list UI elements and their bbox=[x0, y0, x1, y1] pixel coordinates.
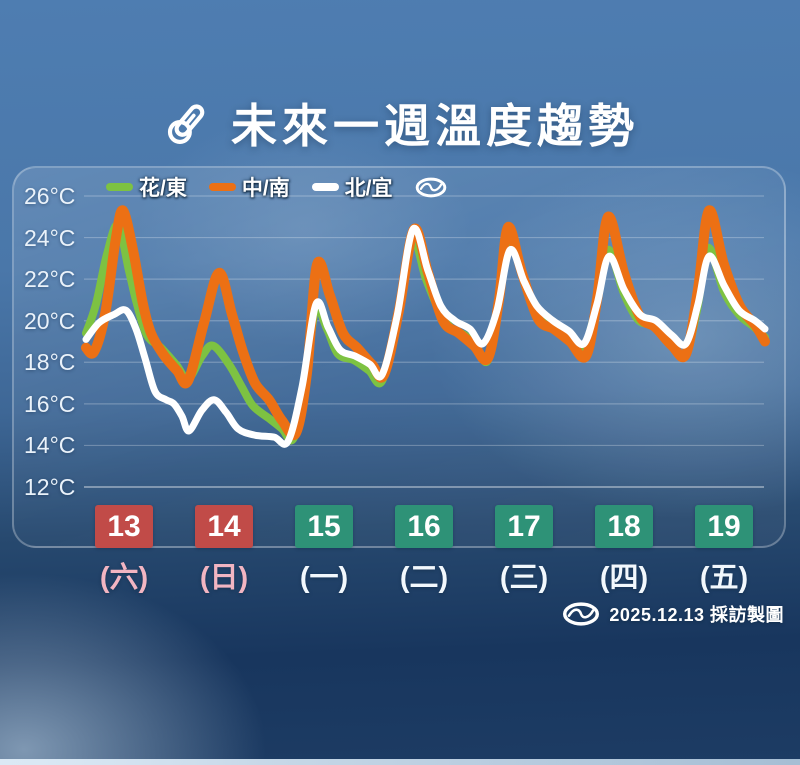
bottom-light-strip bbox=[0, 759, 800, 765]
date-box: 18 bbox=[595, 505, 653, 548]
legend-item: 中/南 bbox=[208, 172, 290, 202]
weekday-label: (三) bbox=[499, 562, 549, 594]
weekday-label: (日) bbox=[199, 562, 249, 594]
legend-label: 北/宜 bbox=[344, 177, 393, 200]
date-box: 14 bbox=[195, 505, 253, 548]
credit-text: 2025.12.13 採訪製圖 bbox=[609, 605, 784, 625]
y-axis-label: 16°C bbox=[24, 390, 76, 417]
y-axis-label: 20°C bbox=[24, 307, 76, 334]
y-axis-label: 18°C bbox=[24, 349, 76, 376]
header: 未來一週溫度趨勢 bbox=[0, 90, 800, 156]
legend-items: 花/東 中/南 北/宜 bbox=[106, 172, 393, 202]
legend-swatch bbox=[311, 183, 339, 191]
y-axis-label: 14°C bbox=[24, 432, 76, 459]
y-axis-label: 26°C bbox=[24, 183, 76, 209]
legend-label: 中/南 bbox=[241, 177, 290, 200]
date-box: 19 bbox=[695, 505, 753, 548]
page-title: 未來一週溫度趨勢 bbox=[231, 100, 639, 152]
thermometer-icon bbox=[167, 104, 205, 144]
legend-item: 北/宜 bbox=[311, 172, 393, 202]
legend-swatch bbox=[106, 183, 133, 191]
y-axis-label: 22°C bbox=[24, 266, 76, 293]
weekday-label: (二) bbox=[399, 562, 449, 594]
credit-logo-icon bbox=[563, 602, 600, 626]
weekday-label: (六) bbox=[99, 562, 149, 594]
legend-swatch bbox=[208, 183, 236, 191]
date-box: 17 bbox=[495, 505, 553, 548]
y-axis-label: 24°C bbox=[24, 224, 76, 251]
weekday-label: (一) bbox=[299, 562, 349, 594]
news-logo-icon bbox=[415, 177, 446, 197]
y-axis-label: 12°C bbox=[24, 474, 76, 500]
chart-legend: 花/東 中/南 北/宜 bbox=[106, 173, 447, 201]
legend-item: 花/東 bbox=[106, 172, 187, 202]
weekday-label: (四) bbox=[599, 562, 649, 594]
series-line-北/宜 bbox=[82, 224, 769, 448]
weekday-label: (五) bbox=[699, 562, 749, 594]
date-box: 13 bbox=[95, 505, 153, 548]
date-box: 15 bbox=[295, 505, 353, 548]
credit: 2025.12.13 採訪製圖 bbox=[562, 601, 784, 627]
date-box: 16 bbox=[395, 505, 453, 548]
legend-label: 花/東 bbox=[139, 177, 187, 200]
